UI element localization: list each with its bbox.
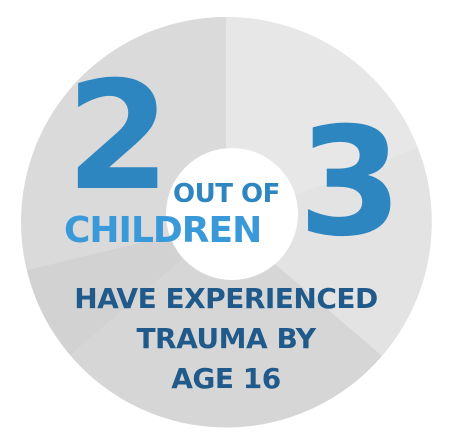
out-of-label: OUT OF <box>173 179 280 209</box>
center-circle <box>166 148 298 280</box>
big-number-two: 2 <box>66 50 170 224</box>
big-number-three: 3 <box>298 96 402 270</box>
segment-left <box>27 222 226 355</box>
children-label: CHILDREN <box>64 210 262 251</box>
segment-right <box>226 148 432 356</box>
caption-line-3: AGE 16 <box>171 362 281 395</box>
caption-line-2: TRAUMA BY <box>136 322 316 355</box>
segment-bottom <box>70 222 382 428</box>
caption-line-1: HAVE EXPERIENCED <box>74 282 378 315</box>
